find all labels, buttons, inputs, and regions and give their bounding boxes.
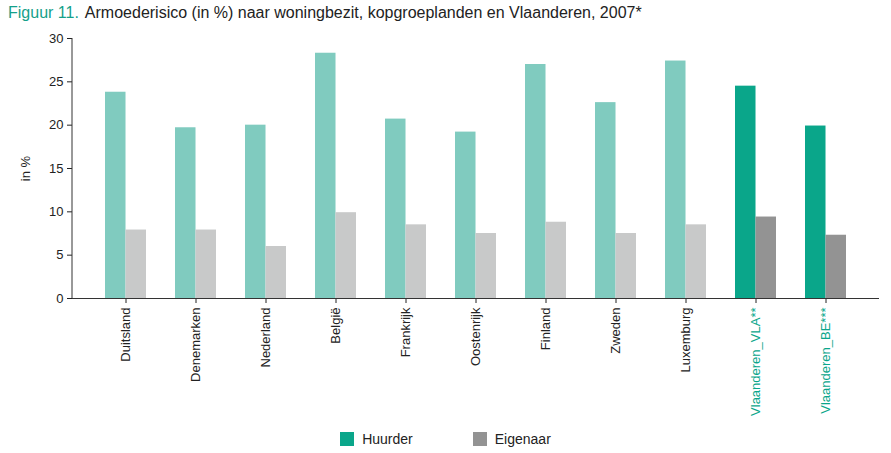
svg-text:20: 20 bbox=[49, 117, 63, 132]
svg-text:België: België bbox=[328, 308, 343, 344]
svg-text:0: 0 bbox=[56, 291, 63, 306]
svg-text:15: 15 bbox=[49, 161, 63, 176]
html-text:Figuur 11. Armoederisico (in %: Figuur 11. Armoederisico (in %) naar won… bbox=[8, 4, 642, 21]
svg-text:10: 10 bbox=[49, 204, 63, 219]
svg-text:Duitsland: Duitsland bbox=[118, 308, 133, 362]
svg-text:25: 25 bbox=[49, 74, 63, 89]
svg-text:in %: in % bbox=[18, 155, 33, 181]
svg-text:Vlaanderen_BE***: Vlaanderen_BE*** bbox=[818, 308, 833, 414]
svg-text:Zweden: Zweden bbox=[608, 308, 623, 354]
svg-text:Denemarken: Denemarken bbox=[188, 308, 203, 382]
svg-text:Finland: Finland bbox=[538, 308, 553, 351]
html-text:Huurder: Huurder bbox=[362, 431, 413, 447]
html-text:Eigenaar: Eigenaar bbox=[494, 431, 551, 447]
svg-text:Luxemburg: Luxemburg bbox=[678, 308, 693, 373]
svg-text:30: 30 bbox=[49, 31, 63, 46]
svg-text:Frankrijk: Frankrijk bbox=[398, 307, 413, 357]
svg-text:Nederland: Nederland bbox=[258, 308, 273, 368]
svg-text:5: 5 bbox=[56, 247, 63, 262]
svg-text:Oostenrijk: Oostenrijk bbox=[468, 307, 483, 366]
svg-text:Vlaanderen_VLA**: Vlaanderen_VLA** bbox=[748, 308, 763, 416]
